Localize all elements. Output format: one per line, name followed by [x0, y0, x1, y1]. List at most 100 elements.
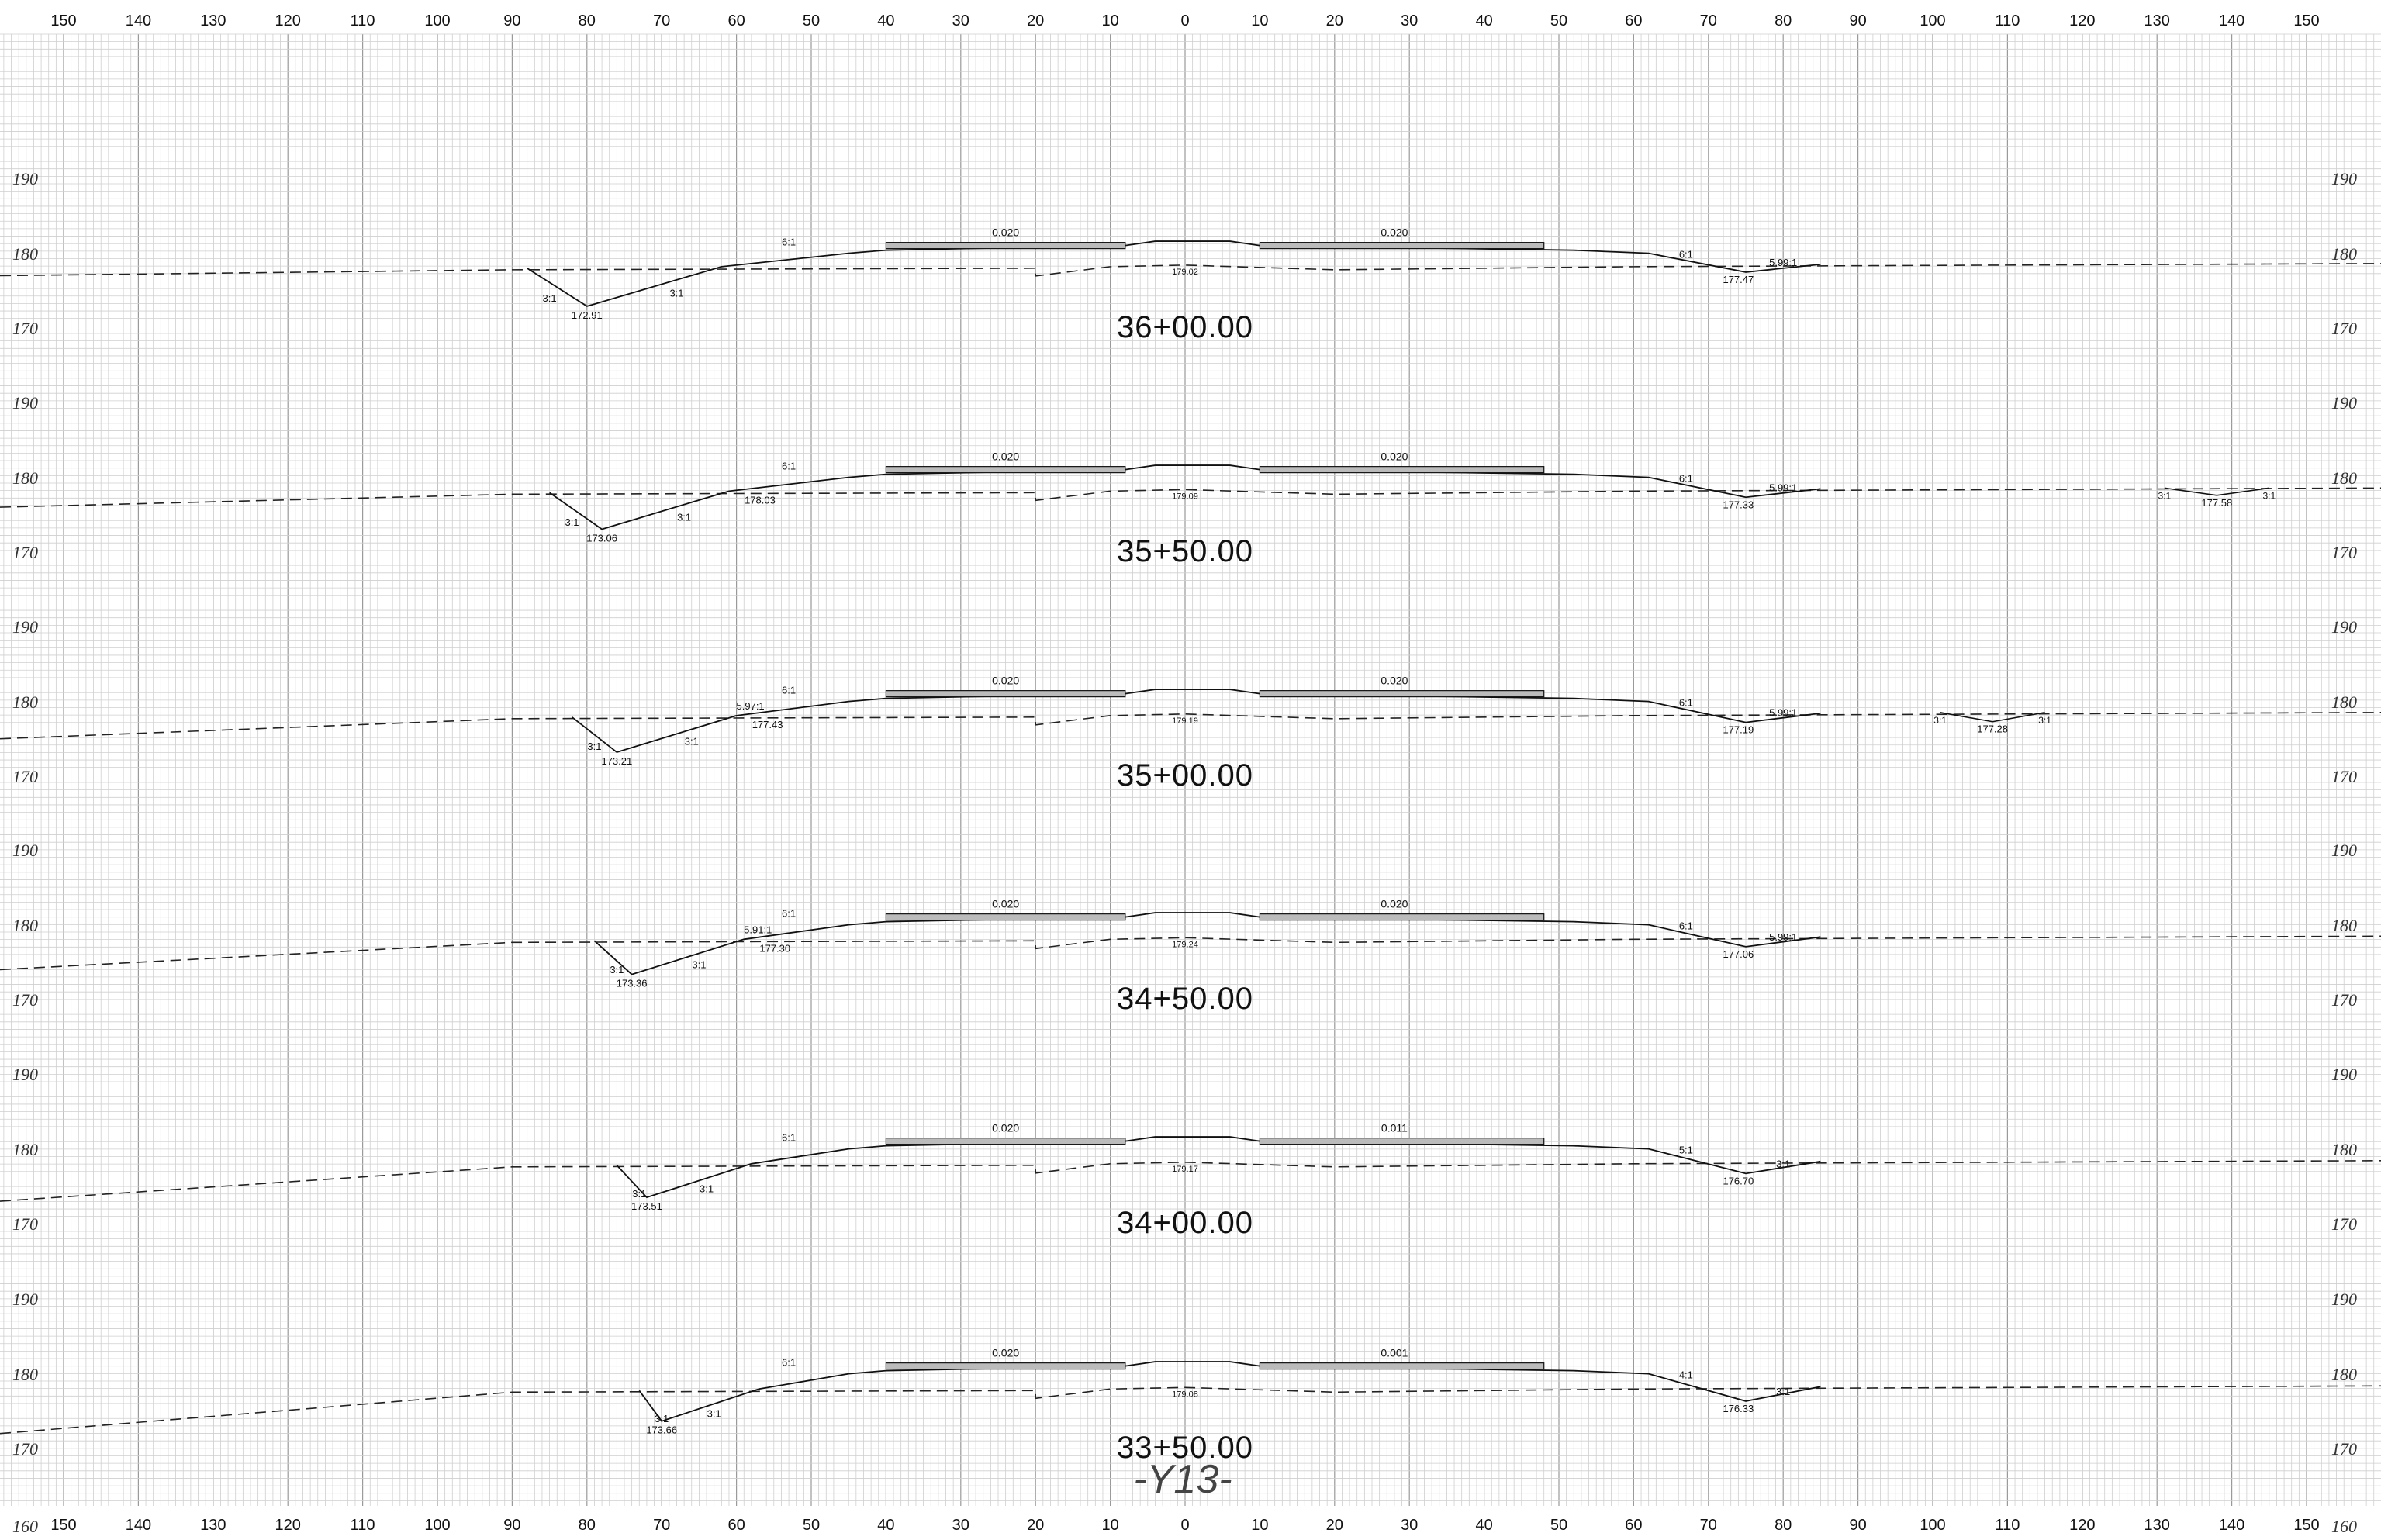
- left-ditch-elevation: 173.36: [617, 978, 648, 989]
- cross-slope-left: 0.020: [992, 1122, 1019, 1134]
- elevation-label: 170: [12, 767, 38, 786]
- elevation-label: 190: [2331, 617, 2357, 637]
- left-slope-label: 3:1: [669, 287, 683, 299]
- scale-tick-label: 0: [1180, 1517, 1190, 1534]
- left-hinge-elevation: 178.03: [745, 494, 776, 506]
- elevation-label: 190: [2331, 1065, 2357, 1084]
- scale-tick-label: 10: [1251, 12, 1269, 29]
- scale-tick-label: 90: [503, 12, 521, 29]
- left-ditch-elevation: 173.66: [646, 1424, 677, 1436]
- scale-tick-label: 70: [653, 12, 671, 29]
- extra-ditch-line: [2164, 487, 2269, 496]
- left-slope-label: 3:1: [685, 735, 699, 747]
- extra-ditch-slope: 3:1: [1933, 715, 1947, 726]
- right-ditch-elevation: 176.33: [1723, 1403, 1754, 1414]
- scale-tick-label: 110: [350, 1517, 375, 1534]
- extra-ditch-elevation: 177.28: [1977, 723, 2008, 735]
- elevation-label: 180: [2331, 243, 2357, 264]
- scale-tick-label: 50: [1550, 12, 1568, 29]
- cross-slope-right: 0.020: [1381, 675, 1408, 687]
- fill-slope-left: 6:1: [782, 1132, 796, 1144]
- pavement-left: [885, 242, 1126, 250]
- station-title: 34+00.00: [1117, 1206, 1253, 1240]
- elevation-label: 170: [2331, 1439, 2357, 1459]
- existing-ground-line: [0, 1385, 2381, 1435]
- scale-tick-label: 60: [1625, 1517, 1643, 1534]
- elevation-label: 180: [12, 243, 38, 264]
- elevation-label: 190: [2331, 169, 2357, 188]
- elevation-label: 170: [12, 1214, 38, 1234]
- scale-tick-label: 130: [200, 12, 226, 29]
- elevation-label: 170: [2331, 319, 2357, 338]
- elevation-label: 180: [2331, 692, 2357, 712]
- elevation-label: 170: [12, 319, 38, 338]
- scale-tick-label: 120: [2069, 12, 2096, 29]
- cross-slope-left: 0.020: [992, 226, 1019, 239]
- scale-tick-label: 40: [1475, 12, 1493, 29]
- left-ditch-elevation: 173.21: [601, 755, 632, 767]
- scale-tick-label: 140: [125, 1517, 152, 1534]
- left-slope-label: 3:1: [700, 1183, 714, 1194]
- station-title: 35+50.00: [1117, 534, 1253, 568]
- scale-tick-label: 60: [727, 1517, 745, 1534]
- section-profiles: 3:1 3:1 172.91 6:1 0.020 0.020 179.02 6:1 5.99:1…: [0, 226, 2381, 1436]
- pavement-right: [1259, 1138, 1545, 1145]
- left-slope-label: 3:1: [692, 958, 706, 970]
- scale-tick-label: 40: [877, 1517, 895, 1534]
- left-slope-label: 3:1: [543, 292, 557, 304]
- pavement-right: [1259, 242, 1545, 250]
- elevation-label: 190: [2331, 393, 2357, 413]
- station-title: 36+00.00: [1117, 310, 1253, 344]
- fill-slope-left: 6:1: [782, 1357, 796, 1369]
- pavement-right: [1259, 690, 1545, 698]
- scale-tick-label: 60: [727, 12, 745, 29]
- scale-tick-label: 70: [1699, 1517, 1717, 1534]
- scale-tick-label: 90: [1849, 12, 1867, 29]
- sheet-label: -Y13-: [1133, 1457, 1232, 1502]
- elevation-label: 180: [2331, 468, 2357, 488]
- scale-tick-label: 10: [1101, 1517, 1119, 1534]
- station-title: 35+00.00: [1117, 758, 1253, 792]
- left-slope-label: 3:1: [610, 964, 624, 975]
- elevation-label: 170: [2331, 543, 2357, 562]
- elevation-label: 180: [2331, 1364, 2357, 1384]
- scale-tick-label: 80: [578, 1517, 596, 1534]
- scale-tick-label: 100: [1920, 1517, 1946, 1534]
- scale-tick-label: 60: [1625, 12, 1643, 29]
- proposed-section-line: [593, 912, 1821, 975]
- station-title: 34+50.00: [1117, 982, 1253, 1016]
- left-ditch-elevation: 173.51: [631, 1200, 662, 1212]
- elevation-label: 180: [12, 915, 38, 935]
- left-hinge-elevation: 177.43: [752, 719, 783, 730]
- elevation-label: 190: [12, 617, 38, 637]
- left-hinge-elevation: 177.30: [759, 942, 790, 954]
- grid: [0, 33, 2381, 1506]
- right-ditch-elevation: 177.06: [1723, 948, 1754, 960]
- scale-tick-label: 30: [952, 1517, 969, 1534]
- elevation-label: 170: [12, 990, 38, 1010]
- left-slope-label: 3:1: [632, 1188, 646, 1200]
- scale-tick-label: 10: [1251, 1517, 1269, 1534]
- scale-tick-label: 150: [50, 1517, 77, 1534]
- scale-tick-label: 50: [802, 12, 821, 29]
- right-slope-label: 3:1: [1776, 1386, 1790, 1397]
- elevation-label-bottom: 160: [2331, 1517, 2357, 1536]
- elevation-label: 170: [12, 1439, 38, 1459]
- scale-tick-label: 110: [350, 12, 375, 29]
- pavement-left: [885, 913, 1126, 921]
- fill-slope-left: 6:1: [782, 685, 796, 696]
- extra-ditch-slope: 3:1: [2038, 715, 2051, 726]
- right-ditch-elevation: 177.47: [1723, 274, 1754, 285]
- extra-ditch-slope: 3:1: [2262, 490, 2276, 501]
- cross-slope-right: 0.020: [1381, 226, 1408, 239]
- cross-slope-right: 0.001: [1381, 1347, 1408, 1359]
- left-slope-label: 3:1: [707, 1407, 721, 1419]
- right-slope-label: 3:1: [1776, 1158, 1790, 1169]
- pavement-right: [1259, 466, 1545, 474]
- centerline-elevation: 179.08: [1172, 1390, 1198, 1399]
- pavement-right: [1259, 1362, 1545, 1370]
- existing-ground-line: [0, 712, 2381, 740]
- fill-slope-right: 6:1: [1679, 920, 1693, 932]
